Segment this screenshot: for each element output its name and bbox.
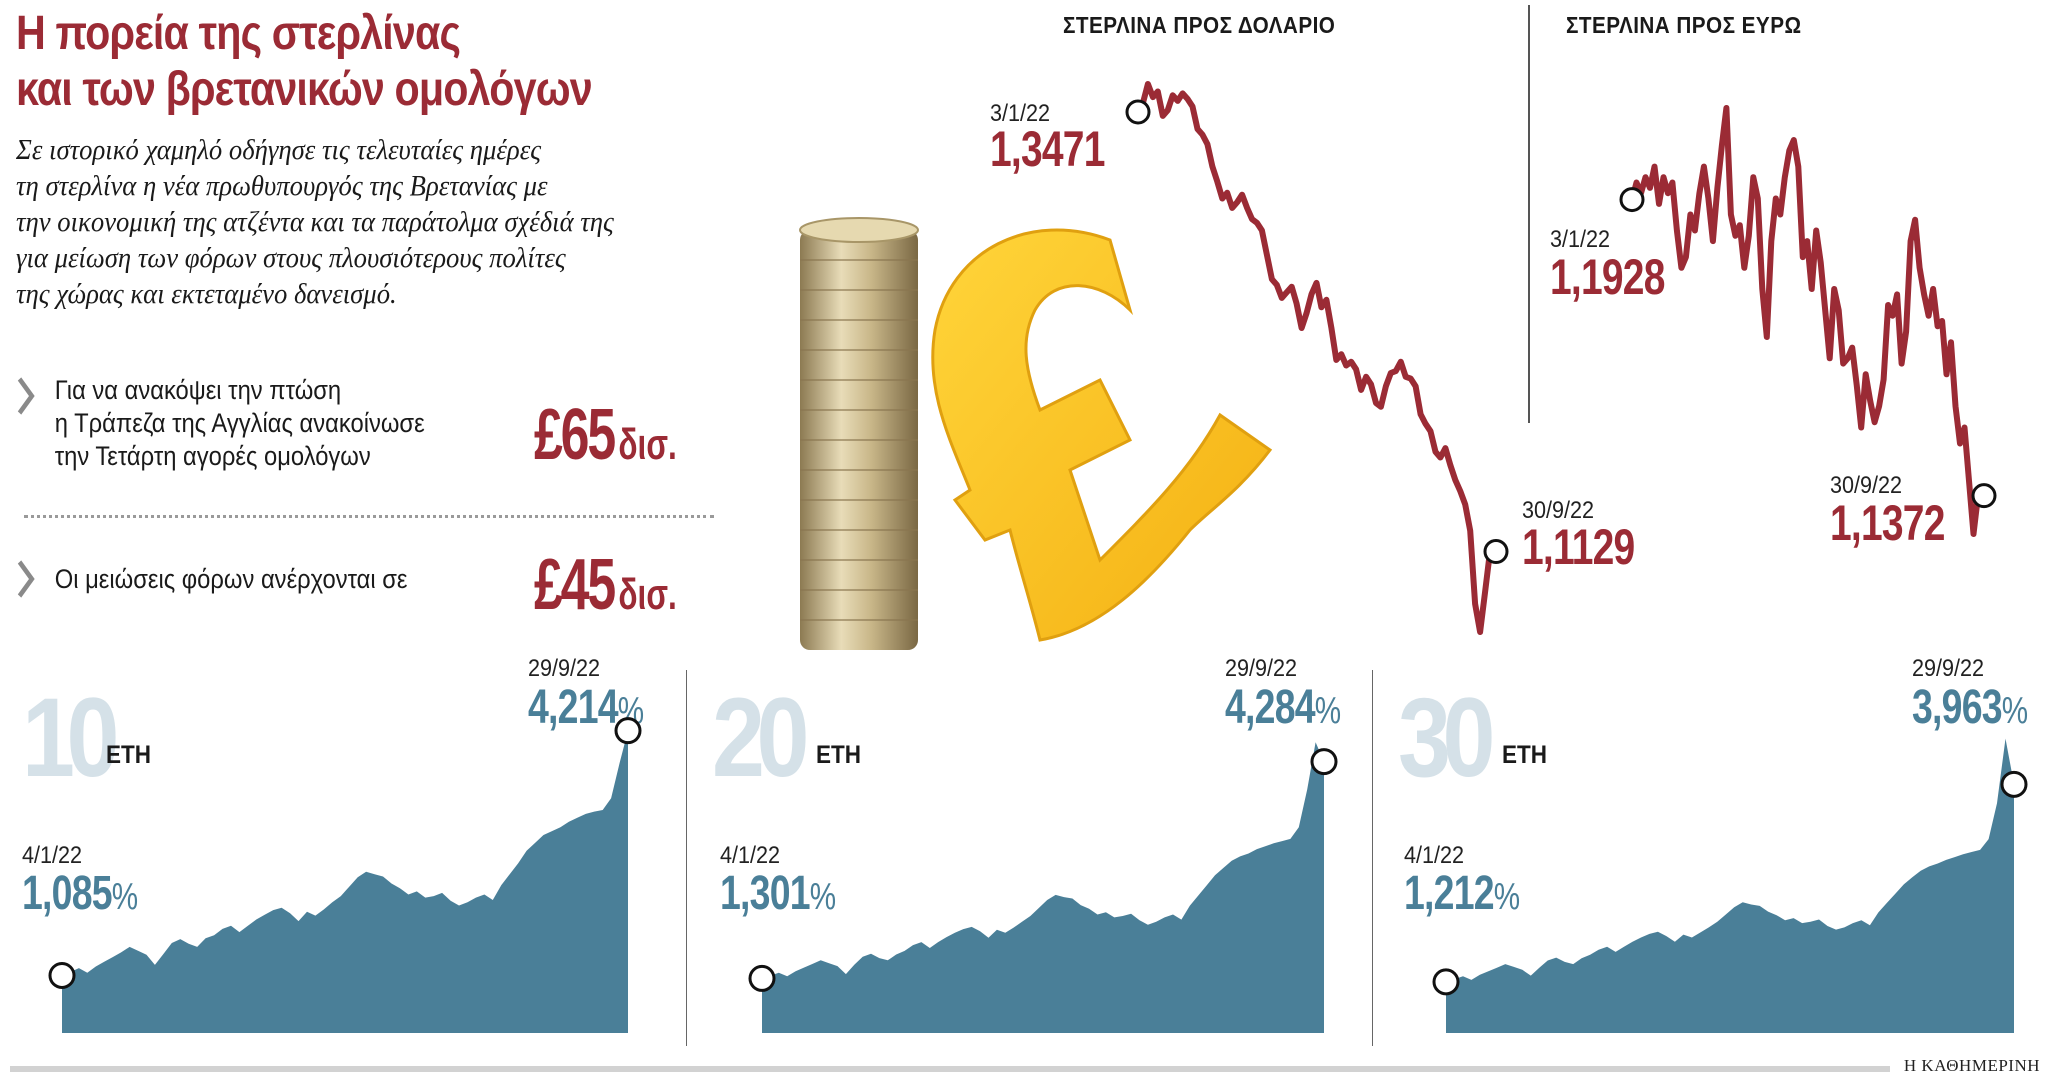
start-marker (48, 961, 76, 989)
vertical-divider (1372, 670, 1373, 1046)
end-marker (2000, 770, 2028, 798)
value: 1,212 (1404, 867, 1495, 920)
ghost-number-20: 20 (712, 675, 809, 800)
years-label: ΕΤΗ (106, 741, 151, 769)
usd-start-date: 3/1/22 (990, 100, 1051, 127)
percent-sign: % (1493, 876, 1520, 918)
value: 4,284 (1225, 681, 1316, 734)
lede-line: της χώρας και εκτεταμένο δανεισμό. (16, 278, 397, 310)
fact-text-line: Οι μειώσεις φόρων ανέρχονται σε (54, 564, 408, 594)
line-series (1135, 81, 1493, 635)
usd-end-date: 30/9/22 (1522, 497, 1595, 524)
pound-sign-coins-icon (799, 217, 1273, 650)
vertical-divider (686, 670, 687, 1046)
area-series (62, 730, 628, 1033)
10y-start-value: 1,085% (22, 866, 138, 921)
eur-end-value: 1,1372 (1830, 495, 1945, 551)
page-title: Η πορεία της στερλίνας και των βρετανικώ… (16, 6, 593, 118)
percent-sign: % (809, 876, 836, 918)
20y-start-date: 4/1/22 (720, 842, 781, 869)
lede-line: για μείωση των φόρων στους πλουσιότερους… (16, 242, 566, 274)
start-marker (1619, 187, 1645, 213)
ghost-number-30: 30 (1398, 675, 1495, 800)
30y-start-date: 4/1/22 (1404, 842, 1465, 869)
end-marker (1483, 538, 1509, 564)
start-marker (1432, 968, 1460, 996)
lede-line: τη στερλίνα η νέα πρωθυπουργός της Βρετα… (16, 170, 548, 202)
start-marker (748, 964, 776, 992)
dotted-divider (24, 515, 714, 518)
publisher-logo: Η ΚΑΘΗΜΕΡΙΝΗ (1903, 1056, 2040, 1075)
20y-end-value: 4,284% (1225, 680, 1341, 735)
fact-text-line: η Τράπεζα της Αγγλίας ανακοίνωσε (54, 408, 425, 438)
lede-paragraph: Σε ιστορικό χαμηλό οδήγησε τις τελευταίε… (16, 132, 614, 312)
area-series (1446, 738, 2014, 1033)
fact-amount-45bn: £45δισ. (534, 544, 677, 626)
ghost-number-10: 10 (22, 675, 119, 800)
start-marker (1125, 99, 1151, 125)
years-label: ΕΤΗ (816, 741, 861, 769)
fact-text-line: την Τετάρτη αγορές ομολόγων (54, 441, 371, 471)
value: 4,214 (528, 681, 619, 734)
value: 1,301 (720, 867, 811, 920)
lede-line: την οικονομική της ατζέντα και τα παράτο… (16, 206, 614, 238)
gilt-20y-area-chart (748, 742, 1338, 1033)
value: 1,085 (22, 867, 113, 920)
fact-amount-65bn: £65δισ. (534, 394, 677, 476)
eur-end-date: 30/9/22 (1830, 472, 1903, 499)
pound-sign (931, 228, 1273, 642)
lede-line: Σε ιστορικό χαμηλό οδήγησε τις τελευταίε… (16, 134, 542, 166)
area-series (762, 742, 1324, 1033)
percent-sign: % (2001, 690, 2028, 732)
gbp-usd-line-chart (1125, 81, 1509, 635)
percent-sign: % (111, 876, 138, 918)
30y-end-value: 3,963% (1912, 680, 2028, 735)
usd-end-value: 1,1129 (1522, 519, 1635, 575)
footer-rule (10, 1066, 1890, 1072)
30y-start-value: 1,212% (1404, 866, 1520, 921)
usd-start-value: 1,3471 (990, 121, 1105, 177)
amount-unit: δισ. (618, 570, 677, 619)
value: 3,963 (1912, 681, 2003, 734)
line-series (1629, 105, 1981, 537)
chart-title-gbp-eur: ΣΤΕΡΛΙΝΑ ΠΡΟΣ ΕΥΡΩ (1566, 12, 1802, 38)
coin-stack (799, 217, 919, 650)
title-line-2: και των βρετανικών ομολόγων (16, 63, 593, 116)
gilt-30y-area-chart (1432, 738, 2028, 1033)
end-marker (1971, 483, 1997, 509)
gilt-10y-area-chart (48, 717, 642, 1033)
years-label: ΕΤΗ (1502, 741, 1547, 769)
chevron-right-icon (17, 560, 35, 598)
amount-unit: δισ. (618, 420, 677, 469)
end-marker (614, 717, 642, 745)
title-line-1: Η πορεία της στερλίνας (16, 7, 461, 60)
eur-start-value: 1,1928 (1550, 249, 1665, 305)
20y-start-value: 1,301% (720, 866, 836, 921)
chevron-right-icon (17, 377, 35, 415)
amount-value: £65 (534, 395, 616, 475)
fact-text-line: Για να ανακόψει την πτώση (54, 375, 342, 405)
30y-end-date: 29/9/22 (1912, 655, 1985, 682)
10y-end-date: 29/9/22 (528, 655, 601, 682)
10y-start-date: 4/1/22 (22, 842, 83, 869)
amount-value: £45 (534, 545, 616, 625)
20y-end-date: 29/9/22 (1225, 655, 1298, 682)
chart-title-gbp-usd: ΣΤΕΡΛΙΝΑ ΠΡΟΣ ΔΟΛΑΡΙΟ (1063, 12, 1336, 38)
end-marker (1310, 748, 1338, 776)
percent-sign: % (1314, 690, 1341, 732)
gbp-eur-line-chart (1619, 105, 1997, 537)
eur-start-date: 3/1/22 (1550, 226, 1611, 253)
vertical-divider (1528, 5, 1530, 423)
